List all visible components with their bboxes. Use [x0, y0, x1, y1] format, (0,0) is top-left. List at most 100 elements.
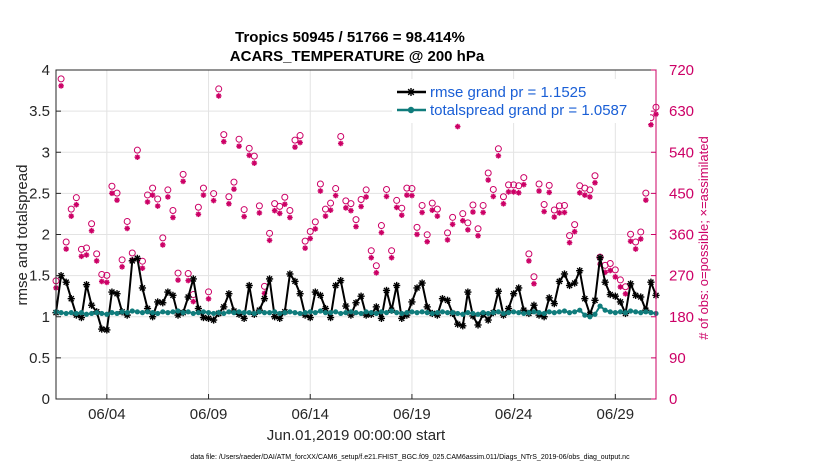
totalspread-point [307, 309, 313, 315]
obs-assimilated-point [215, 93, 222, 99]
obs-possible-point [144, 191, 152, 199]
totalspread-point [419, 309, 425, 315]
obs-possible-point [347, 200, 355, 208]
obs-assimilated-point [68, 213, 75, 219]
totalspread-point [226, 309, 232, 315]
obs-possible-point [164, 186, 172, 194]
obs-assimilated-point [419, 209, 425, 216]
obs-assimilated-point [236, 143, 242, 149]
obs-possible-point [93, 250, 101, 258]
obs-possible-point [291, 136, 299, 144]
obs-possible-point [535, 180, 543, 188]
y2-tick-label: 270 [669, 268, 694, 285]
obs-possible-point [444, 229, 452, 237]
totalspread-point [597, 303, 603, 309]
totalspread-point [139, 310, 146, 316]
obs-assimilated-point [287, 214, 293, 221]
chart-subtitle: ACARS_TEMPERATURE @ 200 hPa [230, 48, 485, 65]
obs-assimilated-point [368, 254, 375, 261]
rmse-point [611, 292, 619, 300]
obs-possible-point [464, 219, 472, 227]
rmse-point [113, 290, 121, 298]
totalspread-point [58, 310, 64, 316]
totalspread-point [383, 310, 390, 316]
totalspread-point [292, 310, 298, 316]
x-tick-label: 06/24 [495, 406, 533, 423]
totalspread-point [617, 309, 624, 315]
obs-assimilated-point [63, 246, 69, 252]
rmse-point [57, 272, 65, 280]
totalspread-point [592, 311, 598, 317]
totalspread-point [627, 308, 634, 314]
rmse-point [382, 286, 391, 295]
obs-assimilated-point [607, 267, 614, 274]
totalspread-point [521, 310, 527, 317]
obs-possible-point [159, 234, 167, 242]
rmse-point [408, 298, 416, 306]
obs-possible-point [372, 262, 380, 270]
obs-assimilated-point [200, 192, 207, 198]
obs-possible-point [388, 247, 396, 255]
x-tick-label: 06/29 [597, 406, 635, 423]
totalspread-point [185, 309, 191, 315]
rmse-point [316, 291, 325, 299]
totalspread-point [450, 310, 456, 316]
obs-possible-point [98, 270, 106, 278]
obs-possible-point [327, 199, 335, 207]
obs-possible-point [494, 145, 502, 153]
totalspread-point [83, 311, 90, 317]
obs-assimilated-point [302, 245, 308, 251]
obs-assimilated-point [587, 194, 593, 200]
obs-assimilated-point [495, 152, 502, 159]
obs-possible-point [632, 238, 640, 246]
rmse-point [220, 303, 228, 311]
obs-possible-point [77, 245, 85, 253]
obs-assimilated-point [114, 197, 120, 203]
obs-assimilated-point [180, 178, 186, 185]
obs-assimilated-point [475, 232, 481, 239]
obs-assimilated-point [78, 253, 85, 260]
totalspread-point [358, 310, 364, 317]
rmse-point [159, 299, 167, 307]
obs-possible-point [266, 229, 274, 237]
rmse-point [474, 321, 482, 329]
totalspread-point [516, 310, 522, 316]
totalspread-point [200, 309, 207, 315]
obs-assimilated-point [363, 194, 369, 200]
rmse-point [494, 287, 502, 295]
obs-assimilated-point [632, 246, 639, 252]
obs-possible-point [240, 206, 248, 214]
totalspread-point [399, 310, 405, 317]
totalspread-point [338, 310, 344, 317]
chart-title: Tropics 50945 / 51766 = 98.414% [235, 29, 465, 46]
y2-tick-label: 90 [669, 350, 686, 367]
obs-assimilated-point [175, 277, 181, 283]
totalspread-point [343, 310, 349, 316]
rmse-point [87, 301, 96, 309]
obs-possible-point [530, 273, 538, 281]
y2-tick-label: 0 [669, 391, 677, 408]
rmse-point [616, 298, 625, 306]
obs-possible-point [433, 205, 441, 213]
obs-assimilated-point [337, 140, 344, 147]
y-tick-label: 3.5 [29, 103, 50, 120]
rmse-point [591, 296, 599, 304]
obs-possible-point [215, 85, 223, 93]
obs-possible-point [108, 182, 116, 190]
obs-possible-point [225, 193, 233, 201]
data-file-footer: data file: /Users/raeder/DAI/ATM_forcXX/… [190, 454, 630, 461]
rmse-point [67, 295, 75, 303]
obs-assimilated-point [322, 213, 329, 219]
totalspread-point [155, 310, 161, 317]
totalspread-point [119, 309, 125, 315]
totalspread-point [363, 309, 369, 315]
obs-possible-point [642, 189, 650, 197]
obs-assimilated-point [93, 258, 100, 264]
totalspread-point [211, 310, 217, 317]
obs-possible-point [169, 206, 177, 214]
totalspread-point [455, 310, 461, 317]
rmse-point [398, 314, 406, 322]
totalspread-point [612, 310, 618, 316]
totalspread-point [327, 310, 334, 316]
obs-assimilated-point [210, 197, 217, 204]
